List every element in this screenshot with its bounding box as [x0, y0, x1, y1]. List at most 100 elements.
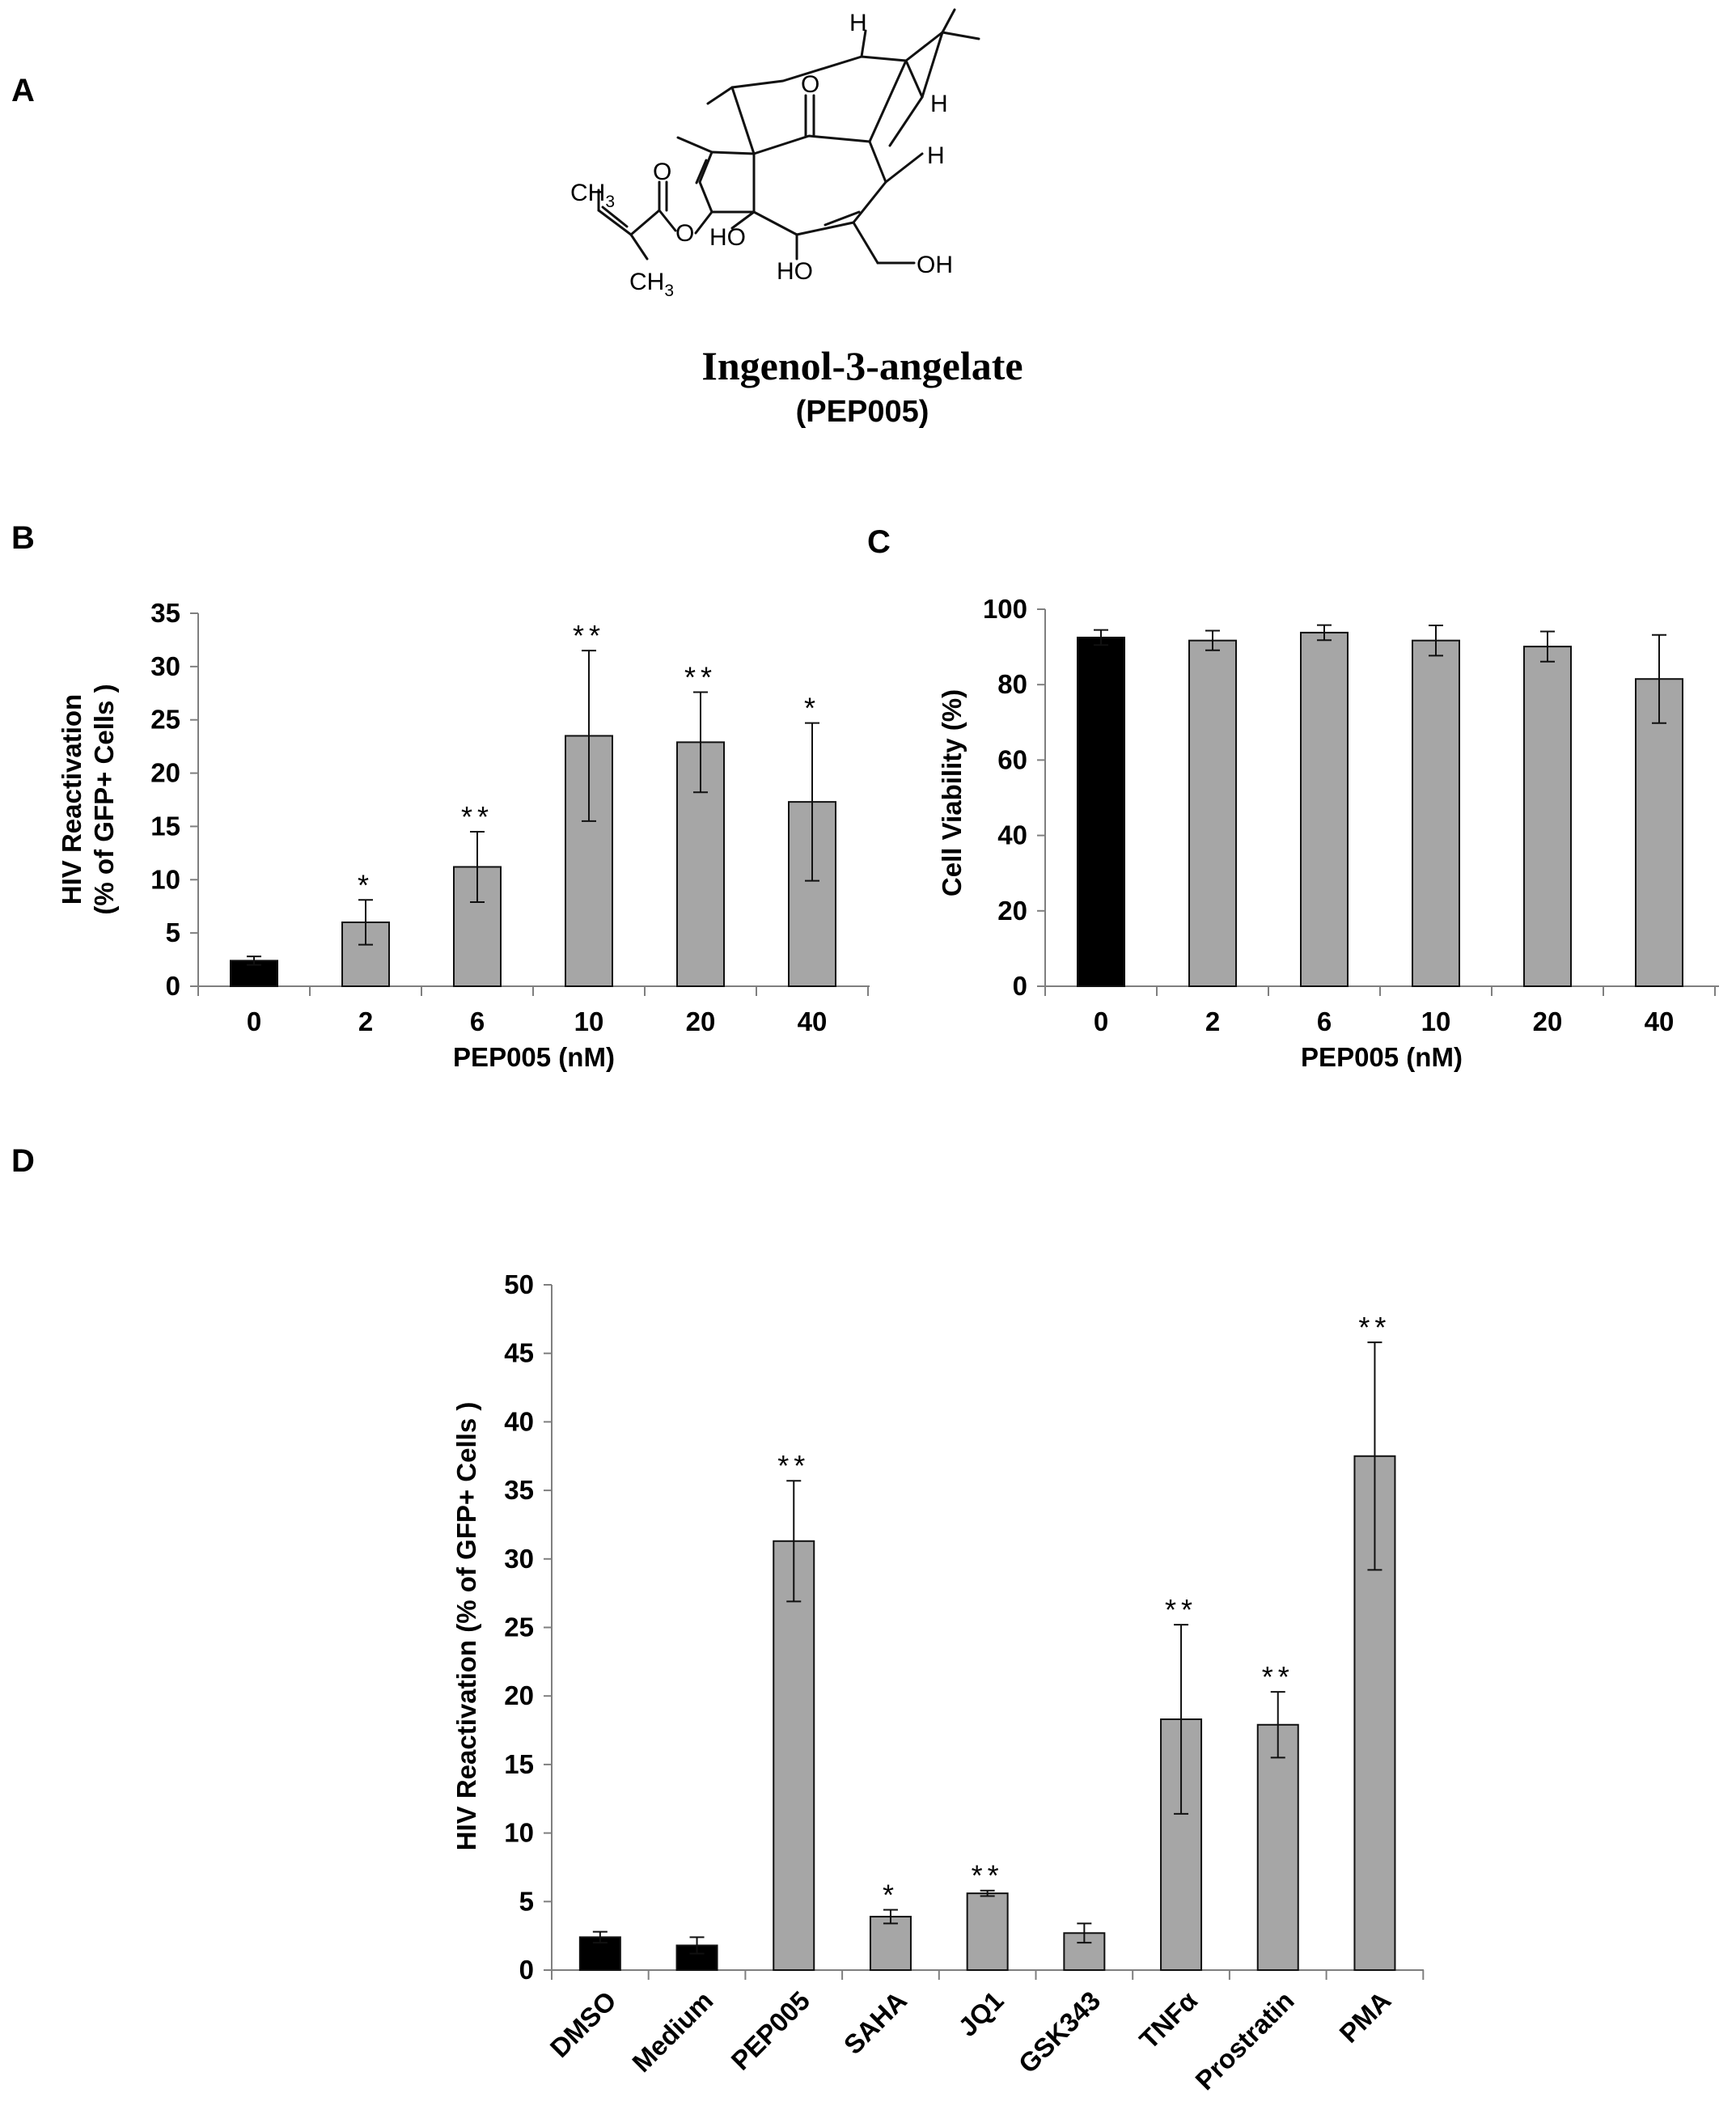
panel-label-b: B: [11, 520, 35, 556]
significance-marker: **: [461, 800, 493, 833]
alkene-bond: [601, 206, 629, 228]
atom-h: H: [927, 142, 945, 169]
methyl-bond: [676, 136, 713, 154]
chart-d: 0 5 10 15 20 25 30 35 40 45 50 DMSO Medium ** PEP005 * S…: [451, 1269, 1425, 2095]
significance-marker: **: [684, 660, 717, 693]
x-tick-label: DMSO: [544, 1985, 622, 2063]
y-tick-label: 15: [150, 811, 180, 841]
x-tick-label: TNFα: [1133, 1985, 1203, 2055]
x-tick-label: 0: [1094, 1006, 1108, 1036]
x-tick-label: 20: [1533, 1006, 1563, 1036]
y-tick-label: 0: [166, 971, 180, 1001]
chart-c: 0 20 40 60 80 100 0 2 6 10 20 40 PEP005 (nM) Cell Via…: [937, 594, 1719, 1072]
y-tick-label: 20: [504, 1680, 534, 1710]
bar-0: [1077, 636, 1125, 987]
compound-code: (PEP005): [796, 395, 929, 429]
x-tick-label: 6: [1317, 1006, 1332, 1036]
hydroxyl-bond: [730, 210, 756, 230]
x-tick-label: 40: [798, 1006, 828, 1036]
x-tick-label: SAHA: [838, 1985, 912, 2060]
ester-bond: [694, 210, 713, 235]
y-tick-label: 45: [504, 1338, 534, 1368]
y-tick-label: 25: [150, 705, 180, 735]
x-tick-label: 10: [1421, 1006, 1451, 1036]
bar-10: [1412, 639, 1460, 987]
atom-o: O: [801, 71, 819, 98]
atom-ch3: CH3: [570, 180, 615, 211]
atom-ho: HO: [777, 258, 813, 285]
ester-bond: [658, 209, 677, 232]
cyclopentene-ring: [698, 150, 756, 214]
atom-ho: HO: [709, 224, 746, 251]
methyl-bond: [941, 31, 980, 40]
bridge-ring: [730, 55, 908, 155]
bar-pep005: [773, 1540, 815, 1971]
x-tick-label: 6: [470, 1006, 485, 1036]
y-tick-label: 80: [997, 669, 1027, 699]
chart-b: 0 5 10 15 20 25 30 35 0 * 2 ** 6 ** 10 ** 20 * 40 PEP005 (n…: [57, 598, 870, 1072]
h-bond: [884, 152, 924, 184]
y-tick-label: 10: [150, 864, 180, 894]
y-axis-title: (% of GFP+ Cells ): [89, 684, 119, 914]
alkene-bond: [597, 209, 633, 236]
y-tick-label: 10: [504, 1818, 534, 1848]
bar-40: [1635, 678, 1683, 988]
bar-prostratin: [1256, 1723, 1299, 1971]
y-tick-label: 30: [150, 651, 180, 681]
x-tick-label: 0: [247, 1006, 261, 1036]
y-tick-label: 40: [997, 820, 1027, 850]
y-tick-label: 100: [983, 594, 1027, 624]
x-tick-label: 2: [358, 1006, 373, 1036]
y-tick-label: 50: [504, 1269, 534, 1299]
significance-marker: *: [358, 868, 374, 901]
chemical-structure: H H H O O O HO HO OH CH3 CH3: [570, 8, 980, 300]
significance-marker: **: [573, 619, 605, 652]
x-tick-label: 40: [1645, 1006, 1675, 1036]
x-tick-label: 20: [686, 1006, 716, 1036]
x-tick-label: 10: [574, 1006, 604, 1036]
atom-h: H: [849, 10, 867, 36]
ring-bond: [888, 95, 924, 147]
x-tick-label: GSK343: [1013, 1985, 1107, 2079]
double-bond: [695, 159, 708, 184]
bar-2: [1188, 639, 1237, 987]
y-tick-label: 25: [504, 1612, 534, 1642]
x-axis-title: PEP005 (nM): [453, 1042, 615, 1072]
bar-saha: [869, 1915, 912, 1972]
y-tick-label: 5: [166, 917, 180, 947]
panel-label-d: D: [11, 1143, 35, 1179]
methyl-bond: [629, 233, 649, 261]
x-tick-label: JQ1: [952, 1985, 1009, 2042]
panel-label-c: C: [867, 524, 891, 560]
methyl-bond: [706, 86, 734, 105]
significance-marker: **: [1165, 1593, 1197, 1626]
y-tick-label: 5: [519, 1886, 534, 1916]
x-tick-label: Prostratin: [1189, 1985, 1299, 2095]
methyl-bond: [941, 8, 956, 34]
x-tick-label: 2: [1205, 1006, 1220, 1036]
significance-marker: *: [804, 692, 820, 725]
x-tick-label: PMA: [1333, 1985, 1396, 2049]
significance-marker: **: [1358, 1311, 1391, 1344]
y-tick-label: 0: [1013, 971, 1027, 1001]
atom-h: H: [930, 91, 948, 117]
y-axis-title: HIV Reactivation (% of GFP+ Cells ): [451, 1402, 481, 1851]
significance-marker: *: [883, 1878, 899, 1911]
y-tick-label: 20: [150, 758, 180, 788]
significance-marker: **: [972, 1859, 1004, 1892]
compound-name: Ingenol-3-angelate: [701, 343, 1023, 388]
chain-bond: [629, 209, 661, 236]
significance-marker: **: [1262, 1660, 1294, 1693]
cyclopropane-ring: [904, 31, 944, 99]
y-tick-label: 35: [504, 1475, 534, 1505]
h-bond: [860, 29, 867, 58]
significance-marker: **: [777, 1449, 810, 1482]
atom-o: O: [675, 220, 694, 247]
atom-oh: OH: [917, 252, 953, 278]
atom-o: O: [653, 159, 671, 185]
bar-jq1: [966, 1892, 1009, 1971]
y-tick-label: 30: [504, 1544, 534, 1574]
panel-label-a: A: [11, 73, 35, 108]
y-tick-label: 35: [150, 598, 180, 628]
